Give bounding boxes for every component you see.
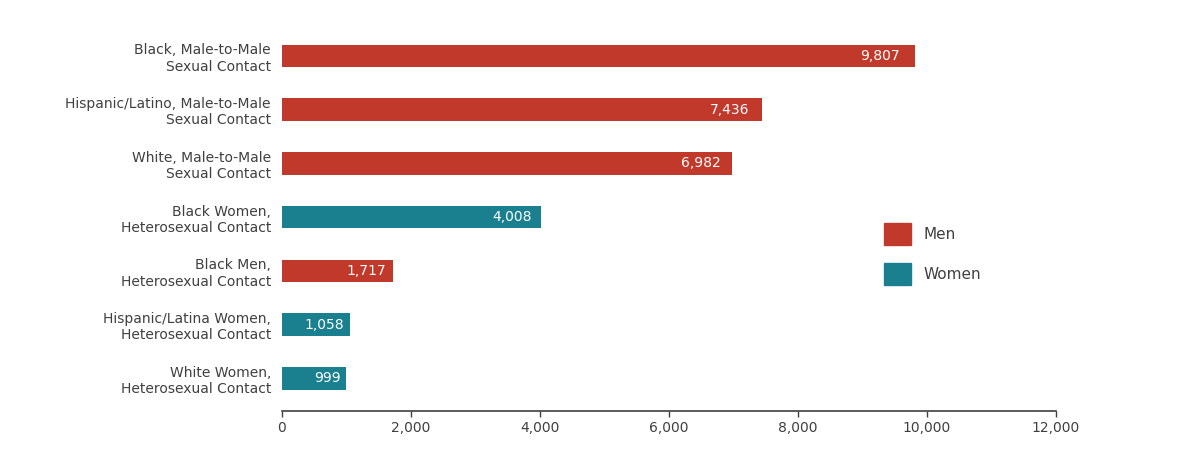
Text: 7,436: 7,436: [709, 102, 749, 117]
Bar: [282, 152, 732, 175]
Bar: [282, 260, 392, 282]
Bar: [282, 44, 914, 67]
Bar: [282, 367, 347, 390]
Text: 6,982: 6,982: [680, 156, 720, 170]
Text: 4,008: 4,008: [492, 210, 532, 224]
Bar: [282, 98, 762, 121]
Legend: Men, Women: Men, Women: [878, 217, 988, 291]
Bar: [282, 313, 350, 336]
Text: 1,717: 1,717: [347, 264, 386, 278]
Text: 9,807: 9,807: [860, 49, 900, 63]
Bar: [282, 206, 540, 228]
Text: 1,058: 1,058: [305, 318, 344, 332]
Text: 999: 999: [313, 371, 341, 385]
